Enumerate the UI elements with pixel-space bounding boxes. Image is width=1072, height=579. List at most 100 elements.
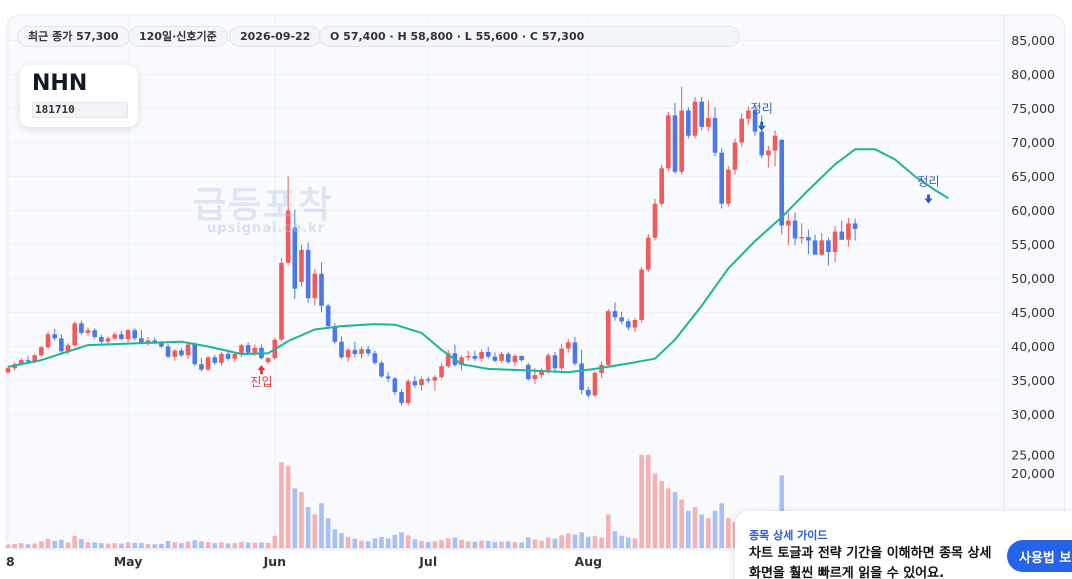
candle-body bbox=[159, 343, 164, 347]
candle-body bbox=[139, 338, 144, 343]
candle-body bbox=[312, 273, 318, 299]
ticker-code: 181710 bbox=[32, 102, 128, 118]
candle-body bbox=[205, 357, 211, 370]
volume-bar bbox=[245, 542, 251, 548]
volume-bar bbox=[85, 542, 91, 548]
candle-body bbox=[812, 240, 818, 255]
volume-bar bbox=[319, 503, 324, 548]
x-tick-label: Jul bbox=[418, 554, 437, 569]
candle-body bbox=[79, 323, 84, 333]
volume-bar bbox=[292, 488, 298, 548]
candle-body bbox=[832, 231, 838, 252]
exit-arrow-icon bbox=[757, 121, 766, 131]
candle-body bbox=[806, 237, 811, 241]
candle-body bbox=[472, 356, 478, 359]
volume-bar bbox=[132, 542, 138, 548]
candle-body bbox=[385, 376, 391, 379]
candle-body bbox=[59, 338, 64, 352]
candle-body bbox=[32, 355, 37, 362]
exit-arrow-icon bbox=[924, 194, 933, 204]
candle-body bbox=[212, 357, 218, 363]
volume-bar bbox=[25, 544, 31, 548]
volume-bar bbox=[192, 540, 198, 548]
y-tick-label: 35,000 bbox=[1011, 373, 1055, 388]
candle-body bbox=[405, 381, 411, 403]
candle-body bbox=[252, 347, 258, 353]
volume-bar bbox=[272, 535, 278, 548]
guide-open-button[interactable]: 사용법 보기 bbox=[1007, 540, 1072, 572]
candle-body bbox=[465, 356, 471, 358]
volume-bar bbox=[19, 543, 24, 548]
volume-bar bbox=[239, 542, 244, 548]
chip-date[interactable]: 2026-09-22 bbox=[229, 26, 322, 47]
candle-body bbox=[626, 321, 631, 328]
volume-bar bbox=[119, 543, 124, 548]
volume-bar bbox=[312, 514, 318, 548]
volume-bar bbox=[212, 543, 218, 548]
candle-body bbox=[379, 362, 384, 377]
candle-body bbox=[766, 150, 771, 156]
volume-bar bbox=[706, 518, 711, 548]
volume-bar bbox=[579, 532, 584, 548]
volume-bar bbox=[646, 454, 651, 548]
candle-body bbox=[666, 115, 671, 169]
chip-period[interactable]: 120일·신호기준 bbox=[128, 26, 228, 47]
volume-bar bbox=[379, 536, 384, 548]
volume-bar bbox=[165, 540, 171, 548]
ticker-card: NHN 181710 bbox=[20, 65, 138, 127]
volume-bar bbox=[545, 537, 551, 548]
candle-body bbox=[525, 364, 531, 380]
volume-bar bbox=[39, 541, 44, 548]
candle-body bbox=[245, 345, 251, 353]
candle-body bbox=[345, 349, 351, 358]
candle-body bbox=[439, 366, 444, 378]
candle-body bbox=[39, 347, 44, 356]
volume-bar bbox=[52, 540, 57, 548]
volume-bar bbox=[32, 543, 37, 548]
axes: 30,000 35,000 40,000 45,000 50,000 55,000 60,0… bbox=[6, 33, 1055, 569]
volume-bar bbox=[252, 542, 258, 548]
candle-body bbox=[779, 139, 785, 226]
volume-bar bbox=[652, 473, 658, 548]
candle-body bbox=[772, 135, 778, 151]
candle-body bbox=[646, 237, 651, 270]
candle-body bbox=[352, 349, 358, 354]
volume-bar bbox=[639, 454, 644, 548]
candle-body bbox=[726, 169, 731, 204]
candle-body bbox=[292, 227, 298, 289]
chip-last-close[interactable]: 최근 종가 57,300 bbox=[17, 26, 130, 47]
volume-bar bbox=[385, 538, 391, 548]
x-tick-label: 8 bbox=[6, 554, 15, 569]
y-tick-label: 80,000 bbox=[1011, 67, 1055, 82]
volume-bar bbox=[179, 543, 184, 548]
candle-body bbox=[512, 356, 518, 363]
x-tick-label: May bbox=[114, 554, 143, 569]
entry-signal-label: 진입 bbox=[250, 375, 272, 389]
volume-bar bbox=[525, 537, 531, 548]
candle-body bbox=[72, 323, 77, 346]
volume-bar bbox=[99, 543, 104, 548]
candle-body bbox=[165, 346, 171, 357]
candle-body bbox=[5, 368, 11, 373]
guide-card[interactable]: 종목 상세 가이드 차트 토글과 전략 기간을 이해하면 종목 상세 화면을 훨… bbox=[735, 511, 1072, 579]
candle-body bbox=[232, 353, 238, 359]
volume-bar bbox=[352, 538, 358, 548]
candle-body bbox=[305, 249, 311, 299]
candle-body bbox=[25, 360, 31, 362]
volume-bar bbox=[626, 537, 631, 548]
x-tick-label: Aug bbox=[575, 554, 603, 569]
volume-bar bbox=[92, 542, 98, 548]
volume-bar bbox=[139, 543, 144, 548]
candle-body bbox=[179, 350, 184, 356]
candle-body bbox=[445, 353, 451, 367]
volume-bar bbox=[592, 536, 598, 548]
volume-bar bbox=[265, 542, 271, 548]
candle-body bbox=[65, 345, 71, 352]
volume-tick-label: 25,000 bbox=[1011, 447, 1055, 462]
volume-bar bbox=[339, 533, 344, 548]
candle-body bbox=[639, 269, 644, 320]
volume-bar bbox=[452, 537, 458, 548]
candle-body bbox=[692, 101, 698, 136]
